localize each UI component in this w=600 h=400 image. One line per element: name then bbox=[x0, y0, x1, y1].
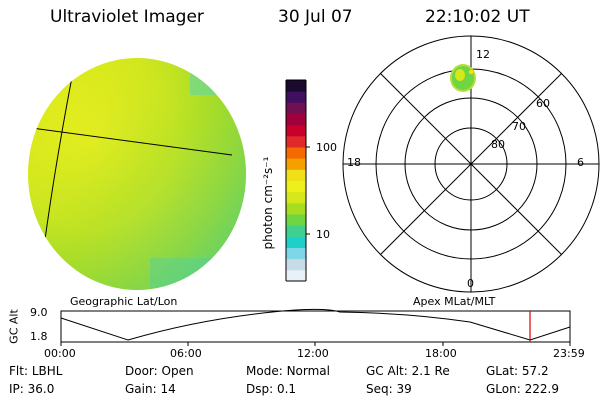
status-glat: GLat: 57.2 bbox=[486, 364, 549, 378]
mlat-label-70: 70 bbox=[512, 120, 526, 133]
colorbar-segment bbox=[286, 214, 306, 226]
colorbar-segment bbox=[286, 102, 306, 114]
colorbar-segment bbox=[286, 169, 306, 181]
aurora-blob bbox=[450, 64, 476, 92]
alt-ylabel: GC Alt bbox=[7, 309, 21, 344]
mlat-label-60: 60 bbox=[536, 97, 550, 110]
colorbar-segment bbox=[286, 147, 306, 159]
alt-xtick-0600: 06:00 bbox=[170, 347, 202, 360]
status-gain: Gain: 14 bbox=[125, 382, 176, 396]
colorbar-tick-10: 10 bbox=[316, 228, 330, 241]
mlt-label-0: 0 bbox=[467, 277, 474, 290]
mlt-label-6: 6 bbox=[577, 156, 584, 169]
status-seq: Seq: 39 bbox=[366, 382, 412, 396]
colorbar-segment bbox=[286, 91, 306, 103]
colorbar-segment bbox=[286, 124, 306, 137]
alt-ytick-9: 9.0 bbox=[30, 306, 48, 319]
colorbar-segment bbox=[286, 269, 306, 282]
alt-xtick-1200: 12:00 bbox=[297, 347, 329, 360]
colorbar-segment bbox=[286, 80, 306, 92]
colorbar bbox=[286, 80, 306, 282]
colorbar-label: photon cm⁻²s⁻¹ bbox=[261, 156, 275, 250]
status-door: Door: Open bbox=[125, 364, 194, 378]
colorbar-segment bbox=[286, 180, 306, 193]
apex-caption: Apex MLat/MLT bbox=[413, 295, 496, 308]
colorbar-segment bbox=[286, 247, 306, 260]
status-mode: Mode: Normal bbox=[246, 364, 330, 378]
mlat-label-80: 80 bbox=[491, 138, 505, 151]
altitude-plot bbox=[60, 308, 571, 346]
geographic-image bbox=[28, 58, 246, 290]
colorbar-segment bbox=[286, 158, 306, 170]
app-title: Ultraviolet Imager bbox=[50, 7, 204, 27]
status-gc-alt: GC Alt: 2.1 Re bbox=[366, 364, 450, 378]
colorbar-segment bbox=[286, 258, 306, 271]
colorbar-segment bbox=[286, 191, 306, 204]
alt-xtick-2359: 23:59 bbox=[553, 347, 585, 360]
colorbar-tick-100: 100 bbox=[316, 141, 337, 154]
status-dsp: Dsp: 0.1 bbox=[246, 382, 297, 396]
alt-xtick-1800: 18:00 bbox=[425, 347, 457, 360]
status-ip: IP: 36.0 bbox=[9, 382, 55, 396]
date-label: 30 Jul 07 bbox=[278, 7, 353, 27]
colorbar-segment bbox=[286, 236, 306, 248]
colorbar-segment bbox=[286, 225, 306, 237]
colorbar-segment bbox=[286, 202, 306, 215]
colorbar-segment bbox=[286, 113, 306, 126]
status-filter: Flt: LBHL bbox=[9, 364, 63, 378]
colorbar-segment bbox=[286, 135, 306, 148]
status-glon: GLon: 222.9 bbox=[486, 382, 559, 396]
alt-ytick-1-8: 1.8 bbox=[30, 330, 48, 343]
time-label: 22:10:02 UT bbox=[425, 7, 530, 27]
mlt-label-12: 12 bbox=[476, 48, 490, 61]
mlt-label-18: 18 bbox=[347, 156, 361, 169]
geographic-caption: Geographic Lat/Lon bbox=[70, 295, 178, 308]
alt-xtick-0000: 00:00 bbox=[44, 347, 76, 360]
